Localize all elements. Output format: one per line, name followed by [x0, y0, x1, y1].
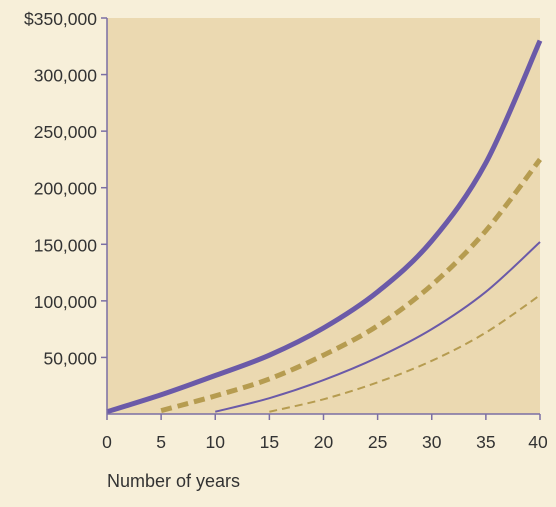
y-tick-label: 50,000: [43, 348, 97, 368]
x-tick-label: 5: [156, 432, 166, 452]
x-tick-label: 0: [102, 432, 112, 452]
x-tick-label: 30: [422, 432, 442, 452]
y-tick-label: $350,000: [24, 9, 97, 29]
x-tick-label: 10: [206, 432, 226, 452]
series-line-thick-solid-purple: [106, 39, 543, 415]
series-line-thin-dashed-gold: [269, 294, 541, 413]
y-tick-label: 100,000: [34, 292, 98, 312]
y-tick-label: 200,000: [34, 179, 98, 199]
x-tick-label: 35: [476, 432, 495, 452]
series-line-thick-dashed-gold: [160, 157, 542, 414]
x-ticks: 0 5 10 15 20 25 30 35 40: [102, 414, 548, 452]
plot-background: [107, 18, 540, 414]
series-layer: [106, 39, 543, 415]
x-tick-label: 40: [528, 432, 548, 452]
x-tick-label: 25: [368, 432, 387, 452]
y-ticks: 50,000 100,000 150,000 200,000 250,000 300,00…: [24, 9, 107, 368]
y-tick-label: 300,000: [34, 66, 98, 86]
x-tick-label: 20: [314, 432, 334, 452]
y-tick-label: 250,000: [34, 122, 98, 142]
series-line-thin-solid-purple: [215, 241, 541, 413]
y-tick-label: 150,000: [34, 235, 98, 255]
x-axis-label: Number of years: [107, 471, 240, 491]
x-tick-label: 15: [260, 432, 279, 452]
